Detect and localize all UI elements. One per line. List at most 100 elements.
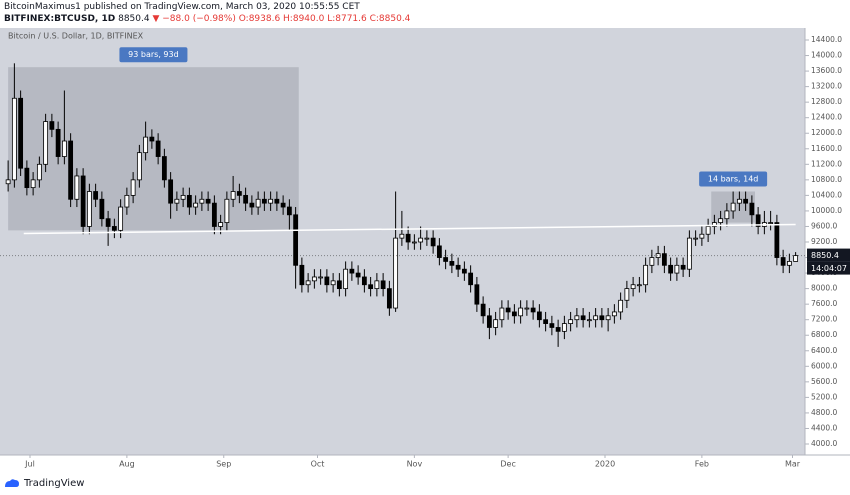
candle-body (24, 167, 30, 189)
candle-body (461, 268, 467, 274)
candle-body (380, 280, 386, 290)
publisher: BitcoinMaximus1 published on TradingView… (4, 2, 360, 12)
footer-brand: TradingView (24, 477, 85, 489)
range-label: 93 bars, 93d (128, 50, 179, 59)
candle-body (93, 191, 99, 200)
candle-body (674, 264, 680, 274)
candle-body (255, 198, 261, 208)
candle-body (336, 280, 342, 290)
candle-body (143, 136, 149, 154)
candle-body (455, 264, 461, 270)
candle-body (299, 264, 305, 286)
candle-body (68, 140, 74, 200)
y-tick-label: 5600.0 (811, 377, 837, 386)
candle-body (386, 288, 392, 309)
candle-body (655, 253, 661, 258)
candle-body (343, 268, 349, 290)
candle-body (49, 121, 55, 130)
candle-body (211, 202, 217, 227)
candle-body (611, 311, 617, 317)
x-tick-label: Nov (407, 460, 423, 469)
x-tick-label: Oct (311, 460, 325, 469)
candle-body (368, 284, 374, 290)
candle-body (536, 311, 542, 321)
candle-body (486, 315, 492, 328)
candle-body (755, 214, 761, 227)
candle-body (730, 202, 736, 212)
candle-body (661, 253, 667, 266)
candle-body (768, 222, 774, 224)
candle-body (224, 198, 230, 223)
candle-body (355, 272, 361, 278)
y-tick-label: 12800.0 (811, 97, 842, 106)
candle-body (693, 237, 699, 240)
candle-body (605, 315, 611, 321)
price-axis (805, 28, 850, 455)
last-price-box (807, 248, 850, 262)
candle-body (274, 198, 280, 204)
publisher-line: BitcoinMaximus1 published on TradingView… (4, 2, 360, 12)
candle-body (36, 163, 42, 181)
candle-body (636, 284, 642, 287)
candle-body (630, 284, 636, 290)
y-tick-label: 11200.0 (811, 159, 842, 168)
candle-body (361, 276, 367, 286)
candle-body (561, 323, 567, 332)
symbol: BITFINEX:BTCUSD, 1D (4, 14, 116, 24)
x-tick-label: Aug (119, 460, 135, 469)
range-label: 14 bars, 14d (708, 175, 759, 184)
y-tick-label: 5200.0 (811, 392, 837, 401)
y-tick-label: 4400.0 (811, 423, 837, 432)
candle-body (399, 233, 405, 239)
candle-body (205, 198, 211, 204)
candle-body (424, 237, 430, 240)
candle-body (149, 136, 155, 142)
candle-body (743, 198, 749, 204)
ohlc: O:8938.6 H:8940.0 L:8771.6 C:8850.4 (238, 14, 411, 24)
candle-body (593, 315, 599, 321)
change: ▼ −88.0 (−0.98%) (152, 14, 236, 24)
y-tick-label: 12000.0 (811, 128, 842, 137)
candle-body (286, 206, 292, 216)
y-tick-label: 6000.0 (811, 361, 837, 370)
candle-body (711, 222, 717, 227)
candle-body (436, 245, 442, 258)
candle-body (124, 194, 130, 208)
candle-body (249, 202, 255, 208)
candle-body (349, 268, 355, 274)
candle-body (599, 315, 605, 321)
y-tick-label: 9600.0 (811, 221, 837, 230)
x-tick-label: Mar (785, 460, 801, 469)
candle-body (393, 237, 399, 309)
candle-body (480, 303, 486, 317)
candle-body (218, 222, 224, 227)
y-tick-label: 13200.0 (811, 82, 842, 91)
candle-body (193, 202, 199, 208)
candle-body (793, 255, 799, 262)
candle-body (199, 198, 205, 204)
candle-body (105, 218, 111, 227)
candle-body (74, 175, 80, 200)
candle-body (374, 280, 380, 290)
candle-body (311, 276, 317, 282)
y-tick-label: 14000.0 (811, 51, 842, 60)
candle-body (186, 194, 192, 208)
candle-body (236, 191, 242, 196)
countdown-box (807, 261, 850, 275)
candle-body (161, 156, 167, 181)
candle-body (324, 276, 330, 286)
candle-body (55, 128, 61, 157)
y-tick-label: 7200.0 (811, 315, 837, 324)
candle-body (624, 288, 630, 301)
candle-body (680, 264, 686, 270)
y-tick-label: 13600.0 (811, 66, 842, 75)
candle-body (474, 284, 480, 305)
candle-body (686, 237, 692, 270)
y-tick-label: 7600.0 (811, 299, 837, 308)
candle-body (649, 257, 655, 266)
logo (5, 479, 19, 487)
candle-body (130, 179, 136, 196)
candle-body (449, 261, 455, 266)
candle-body (668, 264, 674, 274)
